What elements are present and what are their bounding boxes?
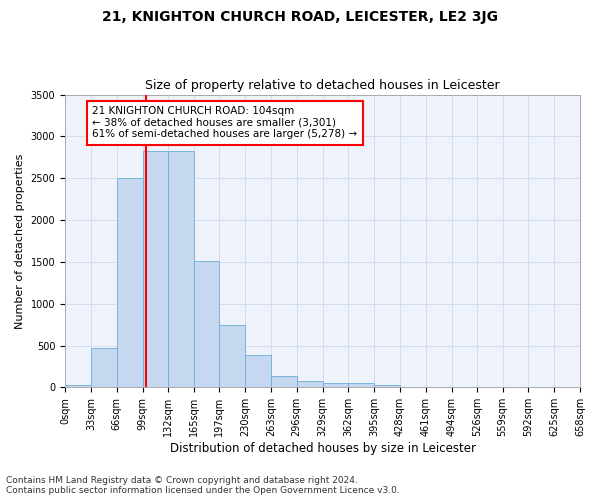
Text: 21 KNIGHTON CHURCH ROAD: 104sqm
← 38% of detached houses are smaller (3,301)
61%: 21 KNIGHTON CHURCH ROAD: 104sqm ← 38% of… [92, 106, 358, 140]
Bar [65, 385, 91, 388]
Bar [400, 386, 426, 388]
Text: Contains HM Land Registry data © Crown copyright and database right 2024.
Contai: Contains HM Land Registry data © Crown c… [6, 476, 400, 495]
Bar [143, 152, 169, 388]
Title: Size of property relative to detached houses in Leicester: Size of property relative to detached ho… [145, 79, 500, 92]
Bar [116, 178, 143, 388]
Bar [169, 152, 194, 388]
Y-axis label: Number of detached properties: Number of detached properties [15, 154, 25, 328]
Bar [219, 324, 245, 388]
Bar [349, 382, 374, 388]
Bar [245, 354, 271, 388]
Text: 21, KNIGHTON CHURCH ROAD, LEICESTER, LE2 3JG: 21, KNIGHTON CHURCH ROAD, LEICESTER, LE2… [102, 10, 498, 24]
Bar [194, 261, 219, 388]
Bar [91, 348, 116, 388]
Bar [374, 385, 400, 388]
Bar [271, 376, 296, 388]
Bar [296, 381, 323, 388]
X-axis label: Distribution of detached houses by size in Leicester: Distribution of detached houses by size … [170, 442, 476, 455]
Bar [323, 382, 349, 388]
